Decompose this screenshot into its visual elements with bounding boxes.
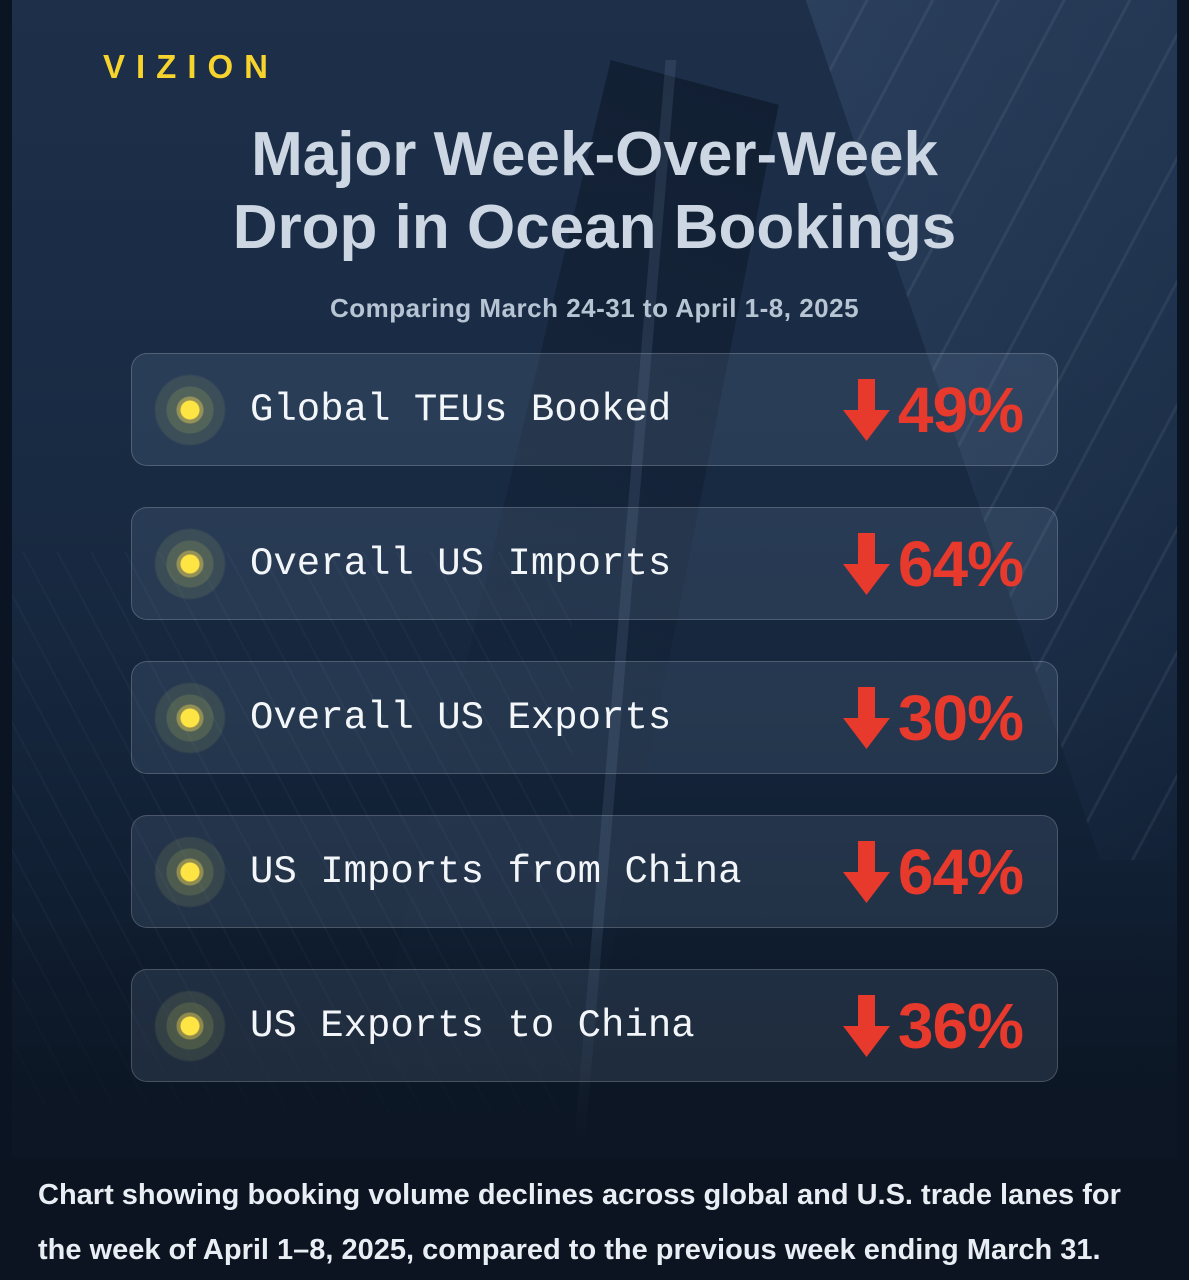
stat-metric: 30% [842, 681, 1024, 755]
stat-card-us-imports: Overall US Imports 64% [131, 507, 1058, 620]
yellow-dot-glow-icon [152, 679, 228, 756]
vizion-logo: VIZION [103, 48, 280, 85]
stat-card-list: Global TEUs Booked 49% Overall US Import… [131, 353, 1058, 1082]
footer-caption: Chart showing booking volume declines ac… [38, 1179, 1121, 1266]
yellow-dot-glow-icon [152, 987, 228, 1064]
stat-metric: 49% [842, 373, 1024, 447]
red-down-arrow-icon [842, 378, 890, 441]
yellow-dot-glow-icon [152, 833, 228, 910]
stat-card-us-exports: Overall US Exports 30% [131, 661, 1058, 774]
red-down-arrow-icon [842, 994, 890, 1057]
stat-value: 36% [897, 989, 1024, 1062]
stat-label: US Exports to China [250, 1003, 695, 1048]
stat-value: 30% [897, 681, 1024, 754]
stat-card-exports-to-china: US Exports to China 36% [131, 969, 1058, 1082]
yellow-dot-glow-icon [152, 525, 228, 602]
title-line-1: Major Week-Over-Week [251, 120, 938, 189]
stat-label: Overall US Exports [250, 695, 672, 740]
stat-metric: 36% [842, 989, 1024, 1063]
title-line-2: Drop in Ocean Bookings [232, 193, 957, 262]
red-down-arrow-icon [842, 840, 890, 903]
stat-label: US Imports from China [250, 849, 742, 894]
stat-label: Global TEUs Booked [250, 387, 672, 432]
stat-value: 64% [897, 527, 1024, 600]
subtitle: Comparing March 24-31 to April 1-8, 2025 [329, 293, 860, 323]
stat-metric: 64% [842, 835, 1024, 909]
page-title: Major Week-Over-Week Drop in Ocean Bookin… [0, 118, 1189, 264]
stat-value: 49% [897, 373, 1024, 446]
red-down-arrow-icon [842, 532, 890, 595]
stat-card-global-teus: Global TEUs Booked 49% [131, 353, 1058, 466]
stat-value: 64% [897, 835, 1024, 908]
stat-card-imports-from-china: US Imports from China 64% [131, 815, 1058, 928]
stat-label: Overall US Imports [250, 541, 672, 586]
footer-bar: Chart showing booking volume declines ac… [0, 1158, 1189, 1280]
stat-metric: 64% [842, 527, 1024, 601]
background-photo [0, 0, 1189, 1172]
yellow-dot-glow-icon [152, 371, 228, 448]
red-down-arrow-icon [842, 686, 890, 749]
